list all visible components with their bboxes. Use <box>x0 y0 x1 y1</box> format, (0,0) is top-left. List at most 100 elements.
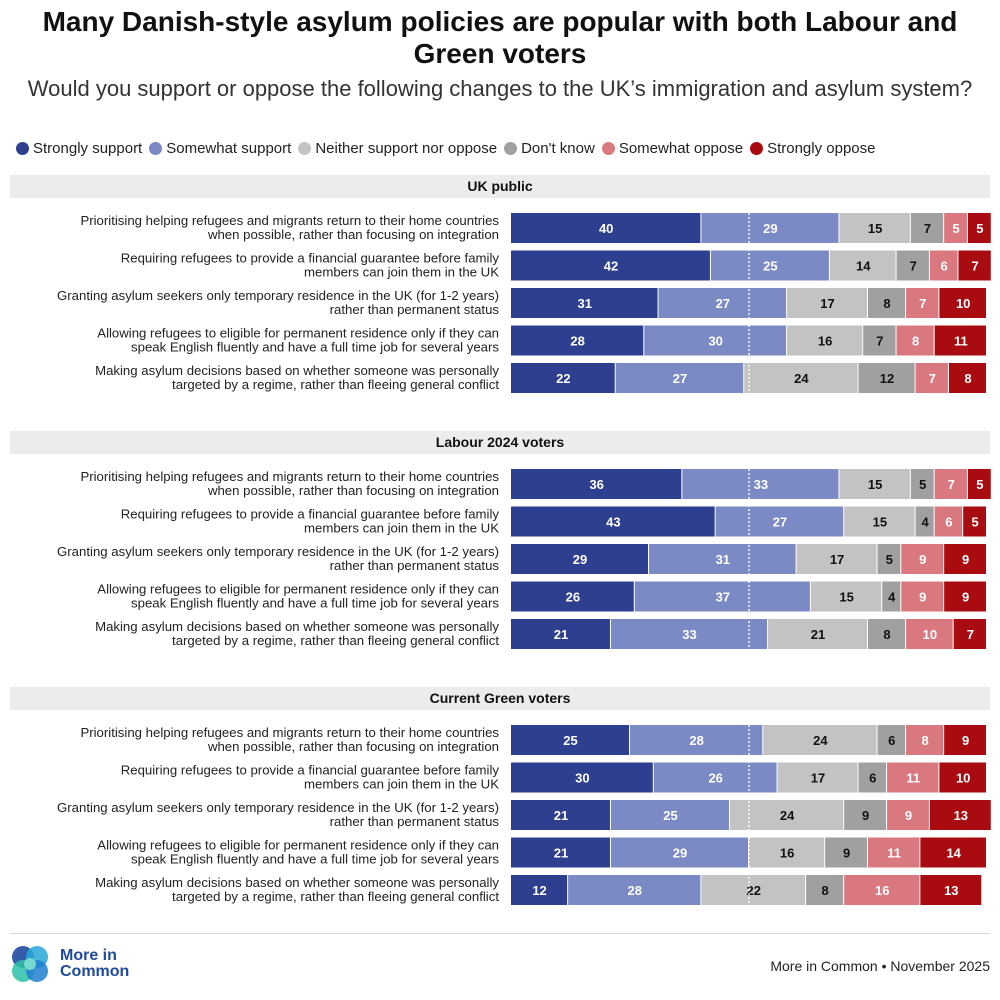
data-label: 7 <box>929 371 936 386</box>
footer-divider <box>10 933 990 934</box>
data-label: 7 <box>919 296 926 311</box>
bar-segment-somewhat-oppose <box>934 469 967 499</box>
bar-segment-strongly-oppose <box>920 837 986 868</box>
row-label: Requiring refugees to provide a financia… <box>121 251 500 266</box>
data-label: 31 <box>578 296 592 311</box>
bar-segment-strongly-support <box>511 325 644 356</box>
bar-segment-somewhat-support <box>715 506 844 537</box>
data-label: 24 <box>794 371 809 386</box>
legend-label: Somewhat oppose <box>618 140 744 157</box>
data-label: 15 <box>873 515 887 530</box>
bar-segment-strongly-support <box>511 762 653 793</box>
bar-segment-strongly-support <box>511 469 682 499</box>
bar-segment-somewhat-support <box>653 762 777 793</box>
data-label: 37 <box>716 590 730 605</box>
legend: Strongly support Somewhat support Neithe… <box>16 140 986 157</box>
bar-segment-strongly-oppose <box>948 363 986 393</box>
row-label: speak English fluently and have a full t… <box>131 596 499 611</box>
logo-mark-icon <box>12 946 48 982</box>
row-label: Prioritising helping refugees and migran… <box>80 469 499 484</box>
bar-segment-somewhat-support <box>610 619 768 649</box>
bar-segment-strongly-support <box>511 250 710 281</box>
data-label: 8 <box>883 627 890 642</box>
data-label: 17 <box>820 296 834 311</box>
data-label: 13 <box>954 808 968 823</box>
bar-segment-don-t-know <box>896 250 929 281</box>
row-label: Prioritising helping refugees and migran… <box>80 725 499 740</box>
bar-segment-somewhat-support <box>649 544 796 574</box>
data-label: 8 <box>883 296 890 311</box>
data-label: 9 <box>905 808 912 823</box>
legend-label: Neither support nor oppose <box>315 140 498 157</box>
data-label: 8 <box>822 883 829 898</box>
data-label: 10 <box>956 296 970 311</box>
bar-segment-neither-support-nor-oppose <box>744 363 858 393</box>
logo-text-line: More in <box>60 947 117 964</box>
data-label: 42 <box>604 259 618 274</box>
data-label: 7 <box>971 259 978 274</box>
data-label: 21 <box>554 627 568 642</box>
bar-segment-strongly-support <box>511 363 615 393</box>
bar-segment-neither-support-nor-oppose <box>768 619 867 649</box>
legend-swatch-neither <box>298 142 312 155</box>
data-label: 31 <box>716 552 730 567</box>
data-label: 29 <box>763 221 777 236</box>
row-label: Allowing refugees to eligible for perman… <box>97 326 499 341</box>
row-label: when possible, rather than focusing on i… <box>207 227 499 242</box>
legend-label: Strongly oppose <box>767 140 876 157</box>
data-label: 21 <box>554 808 568 823</box>
row-label: Allowing refugees to eligible for perman… <box>97 838 499 853</box>
row-label: Granting asylum seekers only temporary r… <box>57 544 499 559</box>
data-label: 17 <box>811 771 825 786</box>
bar-segment-strongly-support <box>511 875 568 905</box>
row-label: Granting asylum seekers only temporary r… <box>57 800 499 815</box>
group-header-band <box>10 431 990 454</box>
row-label: Requiring refugees to provide a financia… <box>121 763 500 778</box>
data-label: 5 <box>976 477 983 492</box>
bar-segment-neither-support-nor-oppose <box>749 837 825 868</box>
bar-segment-don-t-know <box>882 581 901 612</box>
bar-segment-neither-support-nor-oppose <box>844 506 915 537</box>
data-label: 8 <box>922 733 929 748</box>
chart-title: Many Danish-style asylum policies are po… <box>42 6 958 69</box>
data-label: 7 <box>924 221 931 236</box>
bar-segment-don-t-know <box>858 363 915 393</box>
bar-segment-strongly-support <box>511 506 715 537</box>
bar-segment-don-t-know <box>863 325 896 356</box>
legend-item-strongly-support: Strongly support <box>16 140 142 157</box>
data-label: 4 <box>922 515 930 530</box>
data-label: 14 <box>946 846 961 861</box>
data-label: 11 <box>906 771 920 786</box>
bar-segment-don-t-know <box>858 762 887 793</box>
bar-segment-somewhat-support <box>644 325 787 356</box>
bar-segment-strongly-support <box>511 581 634 612</box>
data-label: 9 <box>919 552 926 567</box>
data-label: 9 <box>862 808 869 823</box>
legend-swatch-strongly-oppose <box>750 142 764 155</box>
data-label: 30 <box>708 334 722 349</box>
bar-segment-strongly-support <box>511 800 610 830</box>
bar-segment-somewhat-oppose <box>906 725 944 755</box>
data-label: 16 <box>875 883 889 898</box>
bar-segment-don-t-know <box>877 725 906 755</box>
row-label: rather than permanent status <box>330 302 500 317</box>
row-label: Making asylum decisions based on whether… <box>95 363 499 378</box>
data-label: 26 <box>566 590 580 605</box>
data-label: 6 <box>941 259 948 274</box>
bar-segment-somewhat-support <box>682 469 839 499</box>
logo-text: More in Common <box>60 948 129 980</box>
legend-swatch-somewhat-oppose <box>601 142 615 155</box>
bar-segment-somewhat-support <box>568 875 701 905</box>
data-label: 29 <box>573 552 587 567</box>
bar-segment-somewhat-support <box>701 213 839 243</box>
bar-segment-strongly-oppose <box>920 875 982 905</box>
data-label: 10 <box>923 627 937 642</box>
bar-segment-somewhat-oppose <box>915 363 948 393</box>
data-label: 14 <box>856 259 871 274</box>
data-label: 7 <box>948 477 955 492</box>
data-label: 33 <box>682 627 696 642</box>
bar-segment-don-t-know <box>877 544 901 574</box>
legend-swatch-somewhat-support <box>149 142 163 155</box>
source-note: More in Common • November 2025 <box>770 958 990 974</box>
bar-segment-strongly-support <box>511 837 610 868</box>
